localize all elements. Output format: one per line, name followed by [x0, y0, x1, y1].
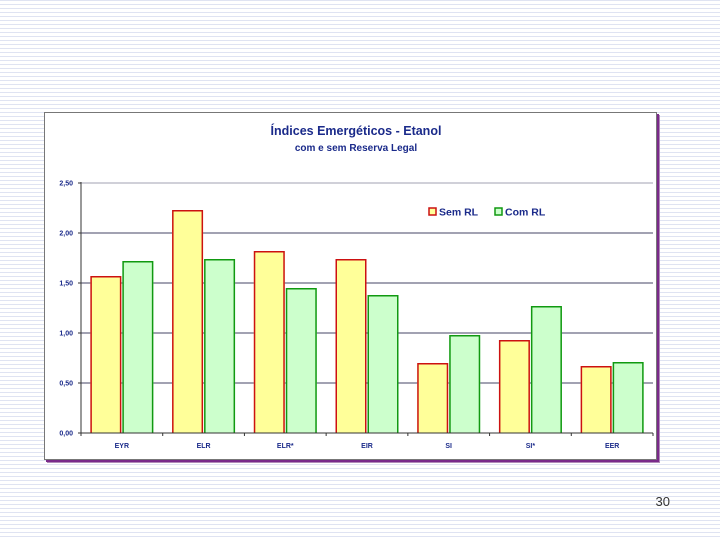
y-tick-label: 2,50: [59, 181, 73, 188]
y-tick-label: 0,50: [59, 381, 73, 388]
bar-chart: Índices Emergéticos - Etanol com e sem R…: [59, 123, 654, 450]
bar-outline: [417, 363, 449, 433]
bar: [204, 259, 236, 433]
bar-outline: [285, 288, 317, 433]
chart-subtitle: com e sem Reserva Legal: [295, 143, 418, 154]
y-tick-label: 1,00: [59, 331, 73, 338]
bar-outline: [122, 261, 154, 433]
x-tick-label: EIR: [361, 443, 373, 450]
bar: [172, 210, 204, 433]
bar: [90, 276, 122, 433]
bar-outline: [612, 362, 644, 433]
bar: [530, 306, 562, 433]
legend-label: Sem RL: [439, 207, 479, 219]
chart-frame: Índices Emergéticos - Etanol com e sem R…: [44, 112, 657, 460]
chart-title: Índices Emergéticos - Etanol: [271, 123, 442, 138]
bar: [612, 362, 644, 433]
bar-outline: [90, 276, 122, 433]
bar: [253, 251, 285, 433]
legend-swatch: [428, 207, 437, 216]
bar: [498, 340, 530, 433]
bar-outline: [335, 259, 367, 433]
bar-outline: [367, 295, 399, 433]
x-tick-label: EER: [605, 443, 619, 450]
bar: [417, 363, 449, 433]
x-tick-label: ELR*: [277, 443, 294, 450]
bar-outline: [530, 306, 562, 433]
bar: [122, 261, 154, 433]
y-tick-label: 2,00: [59, 231, 73, 238]
x-tick-label: ELR: [197, 443, 211, 450]
bar-outline: [172, 210, 204, 433]
bar-outline: [449, 335, 481, 433]
bar: [335, 259, 367, 433]
bar-outline: [204, 259, 236, 433]
bar-outline: [253, 251, 285, 433]
y-tick-label: 0,00: [59, 431, 73, 438]
legend-swatch: [494, 207, 503, 216]
bar-outline: [498, 340, 530, 433]
y-tick-label: 1,50: [59, 281, 73, 288]
bar: [449, 335, 481, 433]
bar: [285, 288, 317, 433]
x-tick-label: SI*: [526, 443, 536, 450]
bar-outline: [580, 366, 612, 433]
slide-number: 30: [655, 494, 670, 509]
x-tick-label: EYR: [115, 443, 129, 450]
bar: [580, 366, 612, 433]
legend-label: Com RL: [505, 207, 546, 219]
x-tick-label: SI: [445, 443, 452, 450]
bar: [367, 295, 399, 433]
